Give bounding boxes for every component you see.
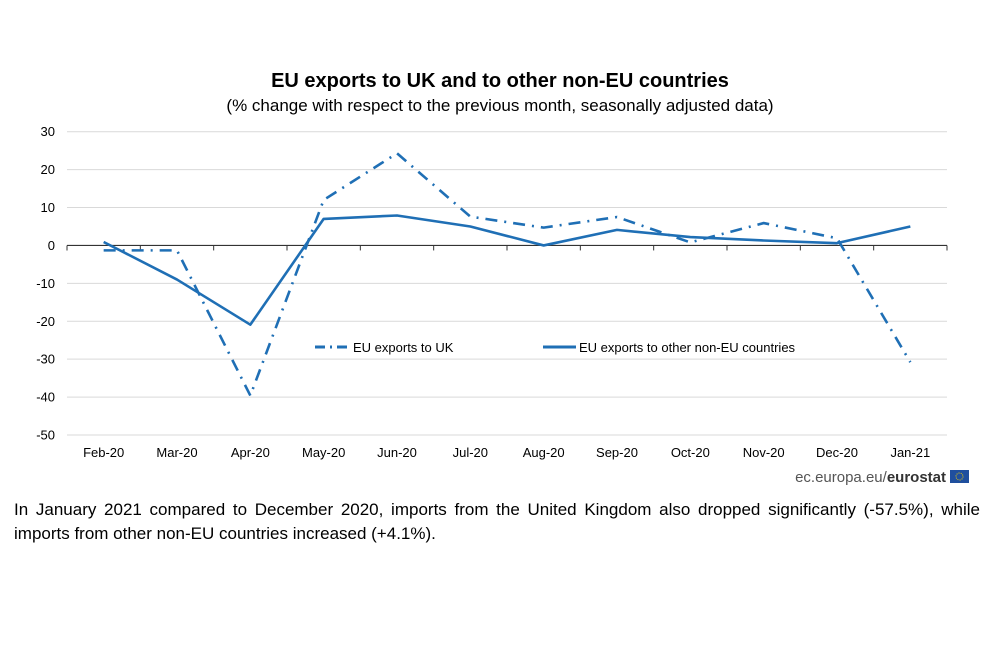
x-tick-label: Dec-20 (816, 445, 858, 460)
x-tick-label: Mar-20 (156, 445, 197, 460)
legend: EU exports to UK EU exports to other non… (315, 340, 796, 355)
legend-label-other: EU exports to other non-EU countries (579, 340, 796, 355)
chart-subtitle: (% change with respect to the previous m… (226, 96, 773, 115)
summary-paragraph: In January 2021 compared to December 202… (14, 500, 980, 543)
y-tick-label: -10 (36, 276, 55, 291)
x-tick-label: Feb-20 (83, 445, 124, 460)
x-tick-label: Nov-20 (743, 445, 785, 460)
x-tick-label: Sep-20 (596, 445, 638, 460)
x-tick-label: May-20 (302, 445, 345, 460)
x-tick-label: Jan-21 (890, 445, 930, 460)
y-tick-label: 30 (41, 124, 55, 139)
x-tick-label: Jul-20 (453, 445, 488, 460)
eu-flag-icon (950, 470, 969, 483)
source-credit: ec.europa.eu/eurostat (795, 469, 946, 486)
y-tick-label: -30 (36, 352, 55, 367)
y-tick-label: 10 (41, 200, 55, 215)
x-tick-label: Aug-20 (523, 445, 565, 460)
y-tick-label: 20 (41, 162, 55, 177)
x-tick-label: Jun-20 (377, 445, 417, 460)
line-chart: EU exports to UK and to other non-EU cou… (36, 70, 969, 486)
x-tick-label: Apr-20 (231, 445, 270, 460)
y-tick-label: -20 (36, 314, 55, 329)
chart-title: EU exports to UK and to other non-EU cou… (271, 70, 729, 92)
x-tick-label: Oct-20 (671, 445, 710, 460)
series-line-other-non-eu (103, 214, 911, 326)
y-tick-label: 0 (48, 238, 55, 253)
legend-label-uk: EU exports to UK (353, 340, 454, 355)
y-tick-label: -40 (36, 390, 55, 405)
y-tick-label: -50 (36, 428, 55, 443)
